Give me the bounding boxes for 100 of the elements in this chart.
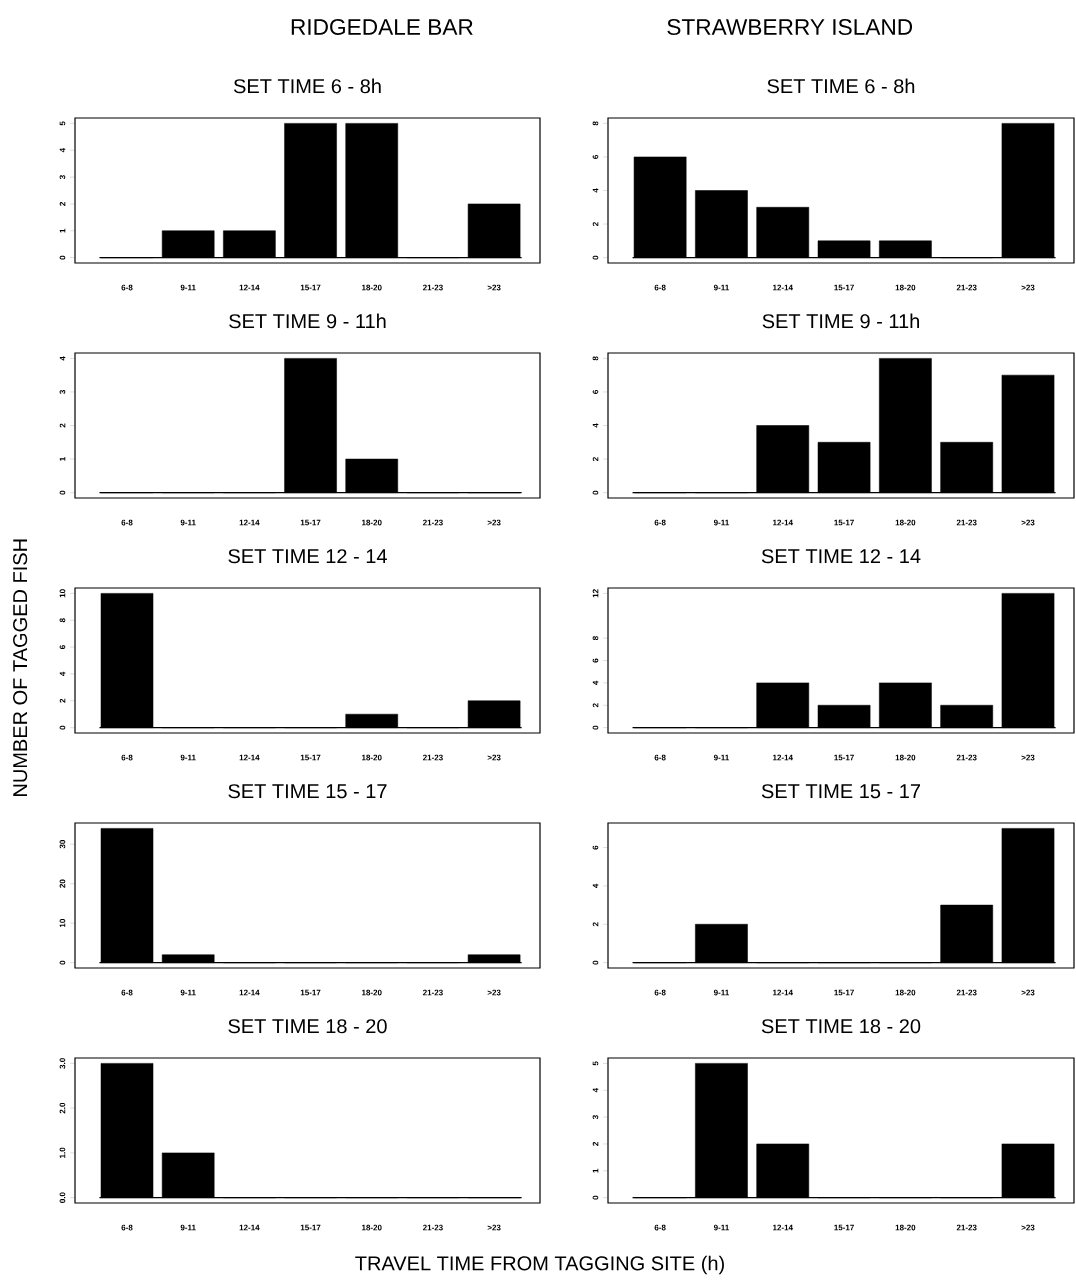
y-tick-label: 30 — [59, 840, 66, 849]
y-tick-label: 4 — [59, 671, 66, 677]
x-tick-label: 15-17 — [834, 1224, 854, 1231]
text: RIDGEDALE BAR — [291, 18, 473, 36]
x-tick-label: 18-20 — [895, 284, 916, 291]
x-tick-label: >23 — [487, 519, 501, 526]
y-tick-label: 2.0 — [59, 1102, 66, 1114]
y-tick-label: 2 — [59, 698, 66, 703]
x-tick-label: 12-14 — [773, 1224, 793, 1231]
x-tick-label: >23 — [1021, 284, 1035, 291]
x-tick-label: 12-14 — [239, 754, 260, 761]
y-tick-label: 6 — [592, 390, 599, 394]
x-tick-label: 21-23 — [422, 1224, 443, 1231]
x-tick-label: 18-20 — [362, 1224, 382, 1231]
x-tick-label: 15-17 — [834, 989, 854, 996]
chart-title: SET TIME 15 - 17 — [761, 784, 921, 799]
x-tick-label: 6-8 — [654, 754, 666, 761]
chart-title: SET TIME 18 - 20 — [228, 1019, 387, 1034]
x-tick-label: 21-23 — [422, 754, 443, 761]
y-tick-label: 1 — [592, 1168, 599, 1173]
x-tick-label: >23 — [487, 1224, 501, 1231]
x-tick-label: 9-11 — [713, 284, 729, 291]
x-tick-label: 9-11 — [713, 989, 729, 996]
y-tick-label: 0.0 — [59, 1192, 66, 1203]
y-tick-label: 4 — [59, 356, 66, 361]
y-tick-label: 0 — [592, 960, 599, 965]
y-tick-label: 8 — [592, 636, 599, 641]
x-tick-label: 21-23 — [956, 1224, 977, 1231]
y-tick-label: 0 — [59, 725, 66, 730]
x-tick-label: 6-8 — [654, 519, 666, 526]
y-tick-label: 0 — [59, 255, 66, 260]
y-tick-label: 4 — [592, 188, 599, 193]
x-tick-label: 6-8 — [121, 284, 133, 291]
chart-title: SET TIME 9 - 11h — [762, 313, 919, 329]
x-tick-label: 12-14 — [773, 754, 793, 761]
chart-title: SET TIME 18 - 20 — [761, 1019, 921, 1034]
y-tick-label: 5 — [59, 121, 66, 126]
x-tick-label: 18-20 — [362, 284, 382, 291]
x-tick-label: 15-17 — [300, 519, 321, 526]
x-tick-label: 21-23 — [956, 519, 977, 526]
x-tick-label: 18-20 — [895, 754, 916, 761]
x-tick-label: 21-23 — [422, 284, 443, 291]
x-tick-label: 21-23 — [422, 519, 443, 526]
x-tick-label: 9-11 — [180, 989, 196, 996]
text: STRAWBERRY ISLAND — [667, 18, 913, 36]
x-tick-label: >23 — [487, 284, 501, 291]
y-tick-label: 12 — [592, 589, 599, 598]
x-tick-label: 9-11 — [180, 754, 196, 761]
x-tick-label: 21-23 — [422, 989, 443, 996]
y-tick-label: 3.0 — [59, 1058, 66, 1069]
x-tick-label: 18-20 — [362, 519, 382, 526]
x-tick-label: 6-8 — [121, 1224, 133, 1231]
chart-title: SET TIME 6 - 8h — [233, 78, 381, 94]
x-tick-label: >23 — [1021, 754, 1035, 761]
x-tick-label: 15-17 — [834, 519, 854, 526]
chart-title: SET TIME 6 - 8h — [767, 78, 915, 94]
x-tick-label: 6-8 — [121, 754, 133, 761]
y-tick-label: 0 — [592, 490, 599, 495]
chart-title: SET TIME 12 - 14 — [228, 549, 387, 564]
x-tick-label: 18-20 — [895, 1224, 916, 1231]
y-tick-label: 4 — [59, 148, 66, 153]
x-tick-label: 18-20 — [362, 989, 382, 996]
x-tick-label: 9-11 — [713, 754, 729, 761]
y-tick-label: 4 — [592, 883, 599, 889]
y-tick-label: 8 — [59, 618, 66, 623]
x-tick-label: 18-20 — [895, 519, 916, 526]
x-tick-label: >23 — [1021, 989, 1035, 996]
y-tick-label: 2 — [592, 922, 599, 927]
x-tick-label: 21-23 — [956, 284, 977, 291]
x-tick-label: 15-17 — [300, 284, 321, 291]
y-tick-label: 1.0 — [59, 1147, 66, 1158]
y-axis-title: NUMBER OF TAGGED FISH — [13, 539, 28, 796]
x-tick-label: 21-23 — [956, 989, 977, 996]
y-tick-label: 0 — [592, 255, 599, 260]
x-tick-label: 18-20 — [362, 754, 382, 761]
x-tick-label: >23 — [1021, 1224, 1035, 1231]
chart-title: SET TIME 9 - 11h — [229, 313, 386, 329]
x-axis-title: TRAVEL TIME FROM TAGGING SITE (h) — [355, 1255, 724, 1275]
y-tick-label: 0 — [59, 960, 66, 965]
y-tick-label: 2 — [592, 1142, 599, 1146]
y-tick-label: 0 — [592, 1195, 599, 1200]
x-tick-label: 9-11 — [180, 1224, 196, 1231]
x-tick-label: 9-11 — [180, 519, 196, 526]
y-tick-label: 3 — [59, 390, 66, 394]
x-tick-label: 15-17 — [300, 1224, 321, 1231]
y-tick-label: 6 — [592, 155, 599, 159]
x-tick-label: 12-14 — [239, 519, 260, 526]
y-tick-label: 4 — [592, 1088, 599, 1093]
x-tick-label: 15-17 — [834, 754, 854, 761]
y-tick-label: 1 — [59, 228, 66, 233]
y-tick-label: 0 — [59, 490, 66, 495]
x-tick-label: 21-23 — [956, 754, 977, 761]
x-tick-label: 12-14 — [773, 519, 793, 526]
y-tick-label: 2 — [59, 423, 66, 428]
x-tick-label: 12-14 — [239, 989, 260, 996]
y-tick-label: 3 — [59, 175, 66, 180]
x-tick-label: 9-11 — [713, 1224, 729, 1231]
y-tick-label: 6 — [592, 845, 599, 850]
y-tick-label: 6 — [59, 645, 66, 650]
y-tick-label: 2 — [592, 703, 599, 708]
